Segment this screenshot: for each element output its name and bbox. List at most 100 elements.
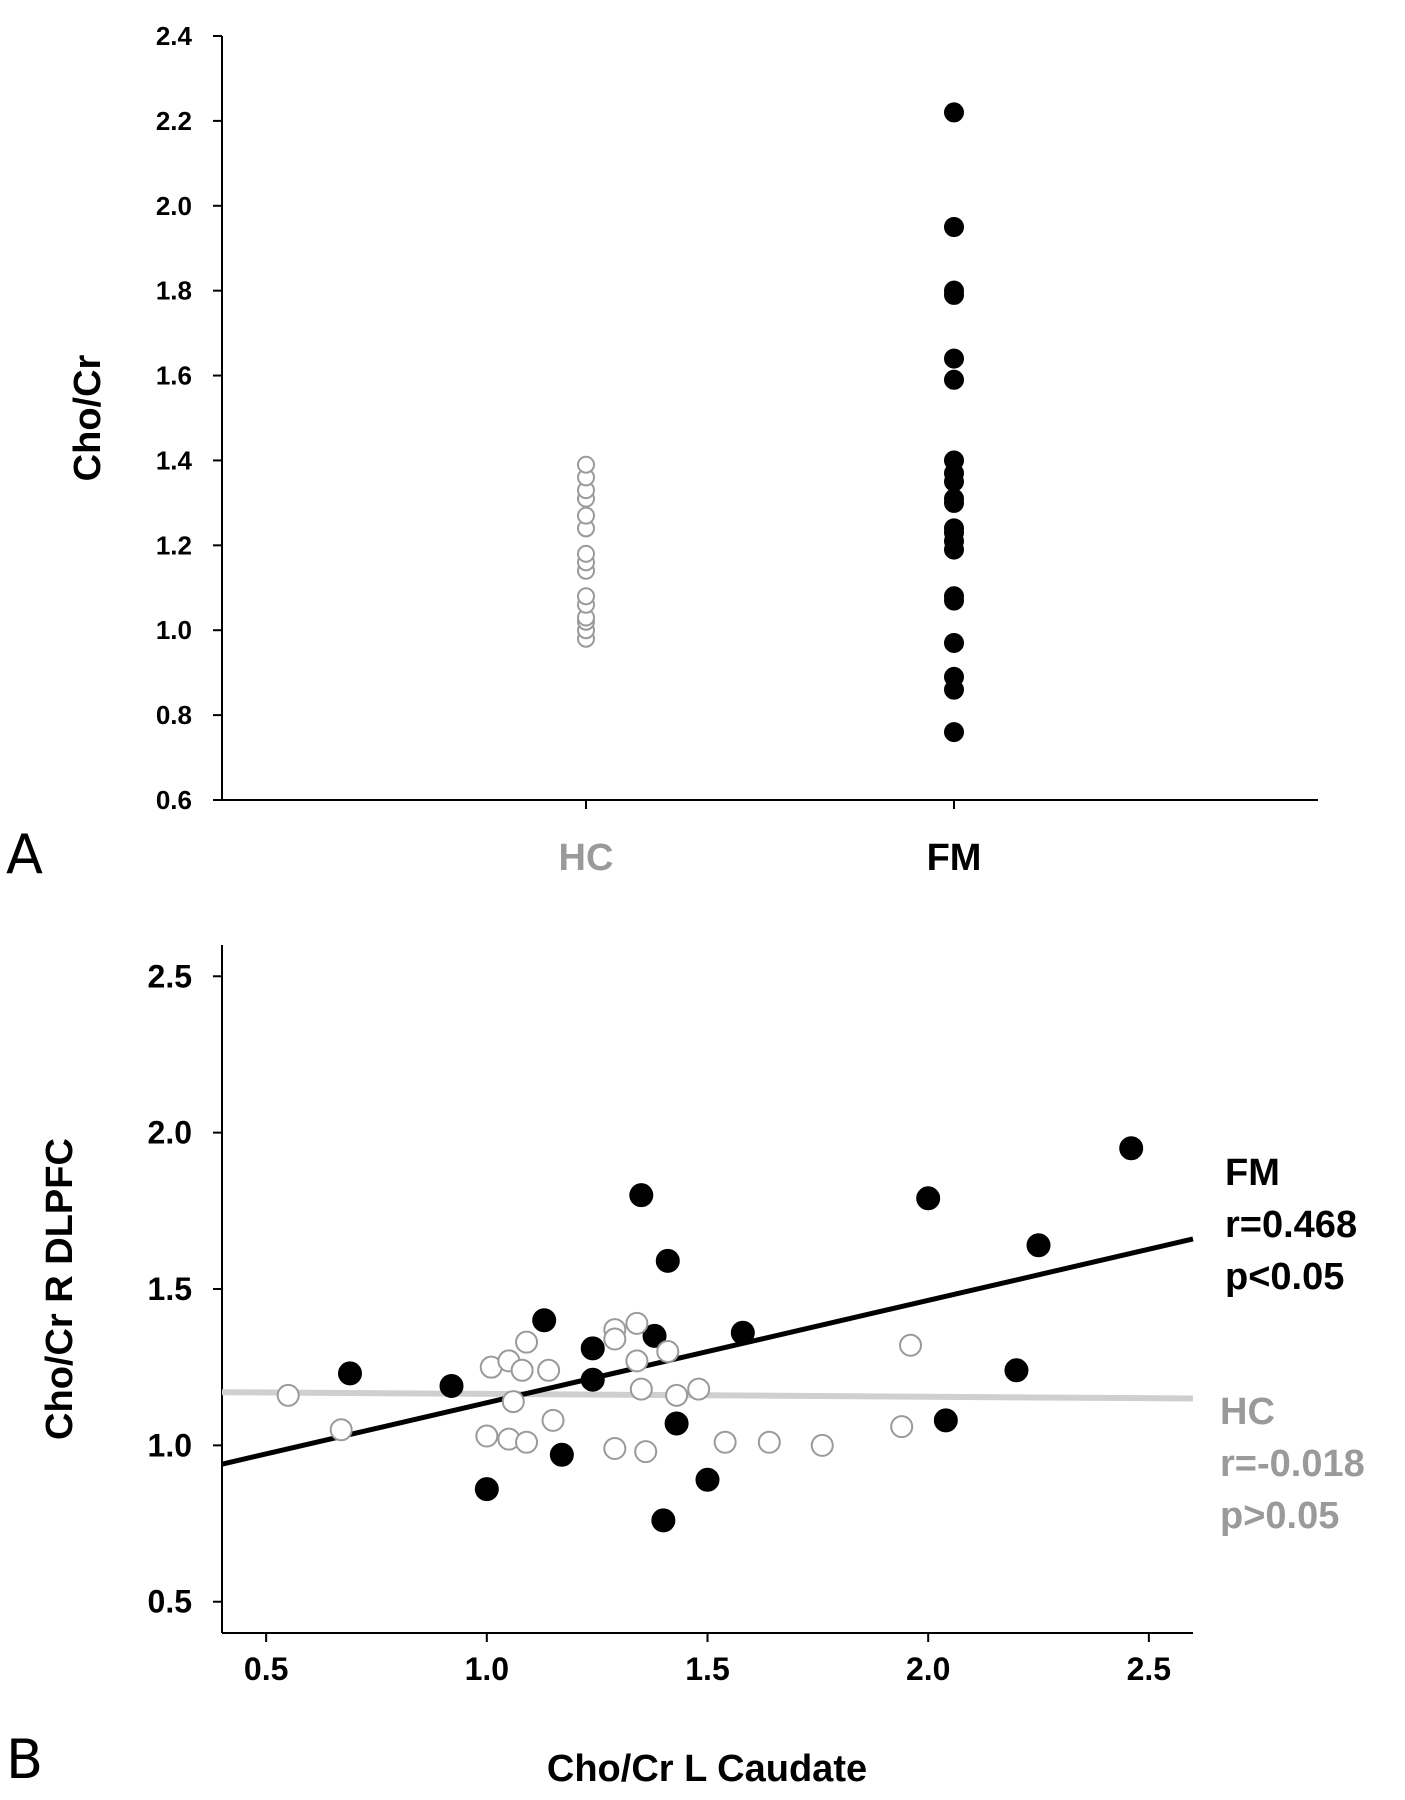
panel-a-y-axis-label: Cho/Cr <box>67 354 109 481</box>
panel-b-point-hc <box>757 1430 781 1454</box>
panel-b-point-hc <box>629 1377 653 1401</box>
panel-b-point-fm <box>695 1467 720 1492</box>
panel-b-point-hc <box>537 1358 561 1382</box>
panel-a-y-tick-label: 2.2 <box>156 106 192 136</box>
panel-b-y-tick-label: 2.0 <box>148 1115 192 1151</box>
panel-a-y-tick-label: 2.4 <box>156 21 193 51</box>
fm-trend-line <box>221 1236 1194 1467</box>
panel-b-point-fm <box>474 1477 499 1502</box>
panel-b-point-hc <box>810 1433 834 1457</box>
panel-b-point-fm <box>730 1320 755 1345</box>
panel-b-point-fm <box>580 1367 605 1392</box>
panel-a-category-label-fm: FM <box>927 837 982 879</box>
panel-b-point-hc <box>515 1430 539 1454</box>
panel-b-y-tick-label: 1.5 <box>148 1271 192 1307</box>
panel-b-label: B <box>6 1728 43 1791</box>
panel-a-y-tick-label: 0.8 <box>156 700 192 730</box>
panel-b-point-hc <box>656 1340 680 1364</box>
panel-b-point-hc <box>625 1311 649 1335</box>
panel-b-x-tick-label: 1.0 <box>465 1651 509 1687</box>
panel-b-x-axis-label: Cho/Cr L Caudate <box>547 1748 867 1790</box>
hc-annotation-r: r=-0.018 <box>1220 1443 1365 1485</box>
panel-b-x-tick-label: 1.5 <box>685 1651 729 1687</box>
panel-b-point-fm <box>580 1336 605 1361</box>
panel-a-point-hc <box>577 587 595 606</box>
hc-annotation-p: p>0.05 <box>1220 1495 1339 1537</box>
panel-b-point-hc <box>603 1327 627 1351</box>
fm-annotation: FM r=0.468 p<0.05 <box>1225 1152 1357 1298</box>
panel-b-point-hc <box>603 1436 627 1460</box>
panel-a-point-fm <box>944 586 964 607</box>
panel-b-point-fm <box>655 1248 680 1273</box>
panel-a-y-tick-label: 1.6 <box>156 361 192 391</box>
panel-a-points <box>577 102 964 743</box>
panel-a-y-tick-label: 1.2 <box>156 530 192 560</box>
panel-b: 0.5 1.0 1.5 2.0 2.5 0.5 1.0 1.5 2.0 2.5 Cho/Cr R… <box>6 945 1365 1791</box>
panel-a-label: A <box>6 823 43 886</box>
panel-b-point-fm <box>337 1361 362 1386</box>
panel-a-point-fm <box>944 518 964 539</box>
panel-b-x-tick-label: 2.5 <box>1127 1651 1171 1687</box>
panel-b-y-axis-label: Cho/Cr R DLPFC <box>39 1138 81 1440</box>
panel-b-y-tick-label: 2.5 <box>148 958 192 994</box>
panel-a-y-tick-label: 1.8 <box>156 276 192 306</box>
panel-b-point-fm <box>642 1323 667 1348</box>
panel-b-y-tick-label: 0.5 <box>148 1584 192 1620</box>
panel-a-y-tick-label: 1.0 <box>156 615 192 645</box>
panel-a-y-tick-label: 0.6 <box>156 785 192 815</box>
panel-b-point-fm <box>1004 1358 1029 1383</box>
panel-a-point-hc <box>577 544 595 563</box>
panel-b-y-ticks: 0.5 1.0 1.5 2.0 2.5 <box>148 958 222 1620</box>
panel-b-point-hc <box>515 1330 539 1354</box>
panel-b-x-tick-label: 0.5 <box>244 1651 288 1687</box>
panel-a-point-fm <box>944 217 964 237</box>
panel-b-point-fm <box>439 1373 464 1398</box>
panel-b-point-hc <box>510 1358 534 1382</box>
panel-b-y-tick-label: 1.0 <box>148 1427 192 1463</box>
panel-b-point-fm <box>1119 1136 1144 1161</box>
panel-a-point-hc <box>577 506 595 525</box>
panel-b-point-hc <box>665 1383 689 1407</box>
panel-a-point-fm <box>944 102 964 123</box>
panel-a-y-ticks: 0.6 0.8 1.0 1.2 1.4 1.6 1.8 2.0 2.2 2.4 <box>156 21 222 815</box>
fm-annotation-name: FM <box>1225 1152 1280 1194</box>
panel-a: 0.6 0.8 1.0 1.2 1.4 1.6 1.8 2.0 2.2 2.4 HC FM Cho/… <box>6 21 1318 886</box>
panel-b-point-hc <box>899 1333 923 1357</box>
panel-a-point-fm <box>944 722 964 743</box>
panel-b-point-hc <box>890 1415 914 1439</box>
panel-b-points <box>276 1136 1144 1533</box>
panel-b-point-fm <box>916 1186 941 1211</box>
panel-b-point-fm <box>933 1408 958 1433</box>
panel-a-point-fm <box>944 369 964 390</box>
panel-a-x-ticks: HC FM <box>559 800 982 879</box>
panel-b-point-fm <box>532 1308 557 1333</box>
panel-b-point-fm <box>629 1183 654 1208</box>
panel-a-point-fm <box>944 488 964 509</box>
hc-annotation-name: HC <box>1220 1391 1275 1433</box>
panel-a-point-fm <box>944 450 964 471</box>
panel-b-point-fm <box>1026 1233 1051 1258</box>
panel-b-trend-lines <box>221 1236 1194 1467</box>
panel-a-y-tick-label: 1.4 <box>156 445 193 475</box>
panel-b-point-fm <box>664 1411 689 1436</box>
panel-b-point-hc <box>634 1440 658 1464</box>
fm-annotation-p: p<0.05 <box>1225 1256 1344 1298</box>
panel-b-x-ticks: 0.5 1.0 1.5 2.0 2.5 <box>244 1633 1171 1687</box>
panel-b-x-tick-label: 2.0 <box>906 1651 950 1687</box>
hc-annotation: HC r=-0.018 p>0.05 <box>1220 1391 1365 1537</box>
panel-a-point-fm <box>944 666 964 687</box>
panel-b-point-hc <box>475 1424 499 1448</box>
panel-a-point-fm <box>944 632 964 653</box>
panel-b-point-hc <box>541 1408 565 1432</box>
panel-a-y-tick-label: 2.0 <box>156 191 192 221</box>
panel-a-point-fm <box>944 280 964 301</box>
panel-b-point-hc <box>276 1383 300 1407</box>
panel-b-point-fm <box>651 1508 676 1533</box>
panel-b-point-hc <box>329 1418 353 1442</box>
fm-annotation-r: r=0.468 <box>1225 1204 1357 1246</box>
panel-b-point-fm <box>549 1442 574 1467</box>
panel-a-category-label-hc: HC <box>559 837 614 879</box>
panel-a-point-hc <box>577 455 595 474</box>
panel-b-point-hc <box>625 1349 649 1373</box>
